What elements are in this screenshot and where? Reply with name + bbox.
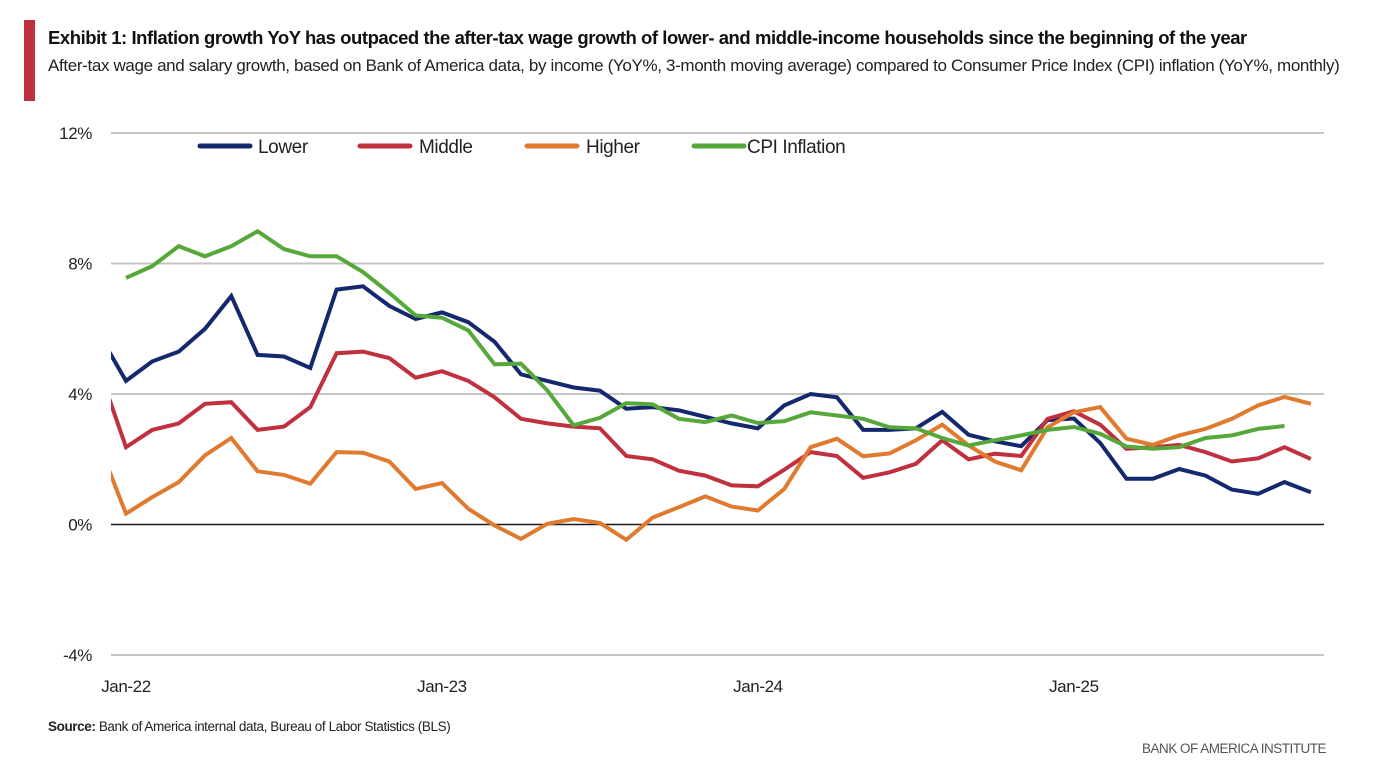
legend: Lower Middle Higher CPI Inflation — [197, 137, 846, 158]
y-tick-label: 12% — [59, 124, 92, 143]
x-tick-label: Jan-25 — [1049, 677, 1099, 696]
brand-logo-text: BANK OF AMERICA INSTITUTE — [1141, 741, 1327, 756]
source-text: Bank of America internal data, Bureau of… — [95, 719, 451, 734]
y-tick-label: -4% — [63, 646, 92, 665]
legend-label-middle: Middle — [419, 137, 473, 158]
y-tick-label: 4% — [68, 385, 92, 404]
line-chart: -4% 0% 4% 8% 12% Jan-22 Jan-23 Jan-24 Jan-25 Lo… — [59, 124, 1324, 696]
source-note: Source: Bank of America internal data, B… — [48, 719, 451, 734]
y-axis-ticks: -4% 0% 4% 8% 12% — [59, 124, 93, 665]
legend-label-cpi-inflation: CPI Inflation — [747, 137, 845, 158]
x-tick-label: Jan-23 — [417, 677, 467, 696]
series-line-cpi-inflation — [125, 228, 1285, 451]
legend-label-lower: Lower — [258, 137, 309, 158]
accent-bar — [24, 20, 35, 101]
y-tick-label: 0% — [68, 516, 92, 535]
x-tick-label: Jan-24 — [733, 677, 783, 696]
series-line-lower — [111, 284, 1312, 496]
x-tick-label: Jan-22 — [101, 677, 151, 696]
series-line-middle — [111, 349, 1312, 489]
gridlines — [111, 132, 1324, 656]
legend-label-higher: Higher — [586, 137, 641, 158]
source-label: Source: — [48, 719, 96, 734]
chart-title: Exhibit 1: Inflation growth YoY has outp… — [48, 27, 1247, 48]
series-lines — [111, 228, 1312, 543]
chart-subtitle: After-tax wage and salary growth, based … — [48, 56, 1340, 75]
x-axis-ticks: Jan-22 Jan-23 Jan-24 Jan-25 — [101, 677, 1099, 696]
series-line-higher — [111, 394, 1312, 543]
y-tick-label: 8% — [68, 255, 92, 274]
